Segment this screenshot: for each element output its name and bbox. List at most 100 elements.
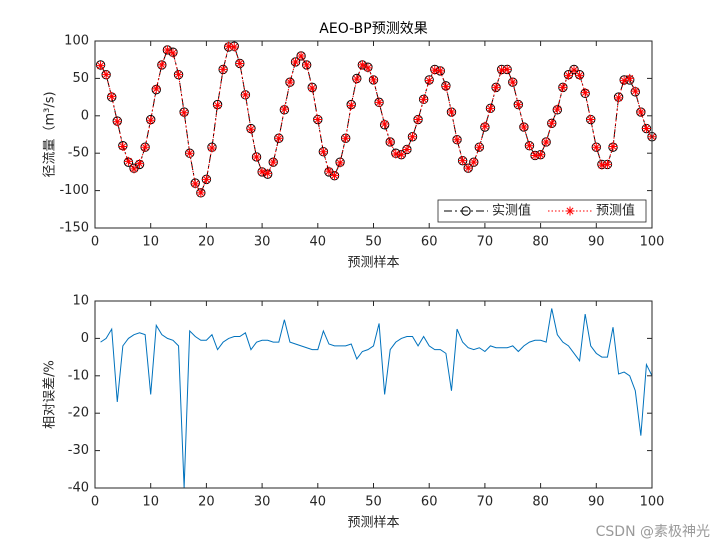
series (96, 41, 657, 198)
marker (302, 60, 312, 70)
marker (435, 66, 445, 76)
y-tick-label: -150 (59, 221, 89, 236)
x-tick-label: 80 (532, 495, 549, 510)
x-tick-label: 60 (421, 495, 438, 510)
marker (196, 188, 206, 198)
marker (446, 107, 456, 117)
data-line (100, 45, 653, 194)
x-tick-label: 60 (421, 235, 438, 250)
marker (307, 83, 317, 93)
marker (524, 141, 534, 151)
marker (201, 174, 211, 184)
marker (424, 76, 434, 86)
marker (213, 100, 223, 110)
marker (229, 42, 239, 52)
marker (407, 132, 417, 142)
y-tick-label: 10 (72, 294, 89, 309)
marker (357, 60, 367, 70)
marker (330, 171, 340, 181)
marker (235, 58, 245, 68)
marker (480, 121, 490, 131)
marker (474, 142, 484, 152)
y-tick-label: -100 (59, 183, 89, 198)
data-line (100, 308, 653, 489)
marker (636, 107, 646, 117)
x-axis-label: 预测样本 (347, 256, 399, 271)
marker (385, 137, 395, 147)
x-tick-label: 10 (142, 235, 159, 250)
marker (296, 51, 306, 61)
x-tick-label: 50 (365, 235, 382, 250)
marker (430, 65, 440, 75)
marker (580, 88, 590, 98)
y-tick-label: 0 (81, 331, 89, 346)
marker (452, 135, 462, 145)
x-tick-label: 90 (588, 235, 605, 250)
x-tick-label: 20 (198, 235, 215, 250)
x-tick-label: 70 (477, 235, 494, 250)
marker (146, 115, 156, 125)
marker (285, 77, 295, 87)
marker (530, 150, 540, 160)
legend-label: 实测值 (492, 203, 531, 219)
marker (491, 82, 501, 92)
y-axis-label: 径流量（m³/s) (43, 91, 58, 177)
y-axis-label: 相对误差/% (43, 360, 58, 429)
marker (369, 75, 378, 85)
x-tick-label: 10 (142, 495, 159, 510)
marker (129, 164, 139, 174)
marker (374, 97, 384, 107)
marker (619, 76, 629, 86)
marker (614, 93, 624, 103)
x-tick-label: 0 (91, 235, 99, 250)
marker (291, 57, 301, 67)
axes-background (95, 301, 652, 488)
marker (575, 70, 585, 80)
marker (441, 82, 451, 92)
y-tick-label: -20 (68, 406, 89, 421)
axes-box (94, 40, 653, 229)
x-tick-label: 30 (254, 495, 271, 510)
marker (118, 141, 128, 151)
marker (157, 60, 167, 70)
marker (641, 124, 651, 134)
marker (458, 156, 468, 166)
legend-marker (565, 206, 575, 216)
marker (346, 100, 356, 110)
marker (547, 118, 557, 128)
marker (363, 63, 373, 73)
marker (602, 159, 612, 169)
marker (190, 179, 200, 189)
y-tick-label: -50 (68, 146, 89, 161)
marker (318, 147, 328, 157)
watermark: CSDN @素极神光 (596, 524, 710, 540)
marker (608, 141, 618, 151)
marker (463, 163, 473, 173)
marker (246, 124, 256, 134)
marker (591, 142, 601, 152)
marker (107, 91, 117, 101)
marker (502, 64, 512, 74)
marker (586, 115, 596, 125)
y-tick-label: -40 (68, 481, 89, 496)
marker (162, 45, 172, 55)
marker (563, 70, 573, 80)
marker (569, 65, 579, 75)
x-tick-label: 70 (477, 495, 494, 510)
y-tick-label: -30 (68, 443, 89, 458)
marker (313, 115, 323, 125)
marker (469, 157, 479, 167)
y-tick-label: -10 (68, 368, 89, 383)
marker (324, 166, 334, 176)
legend: 实测值 预测值 (437, 199, 647, 223)
marker (552, 104, 562, 114)
x-tick-label: 40 (310, 235, 327, 250)
marker (218, 64, 228, 74)
y-tick-label: 0 (81, 108, 89, 123)
marker (497, 65, 507, 75)
x-tick-label: 100 (640, 495, 665, 510)
x-tick-label: 50 (365, 495, 382, 510)
marker (240, 90, 250, 100)
chart-title: AEO-BP预测效果 (319, 21, 427, 37)
